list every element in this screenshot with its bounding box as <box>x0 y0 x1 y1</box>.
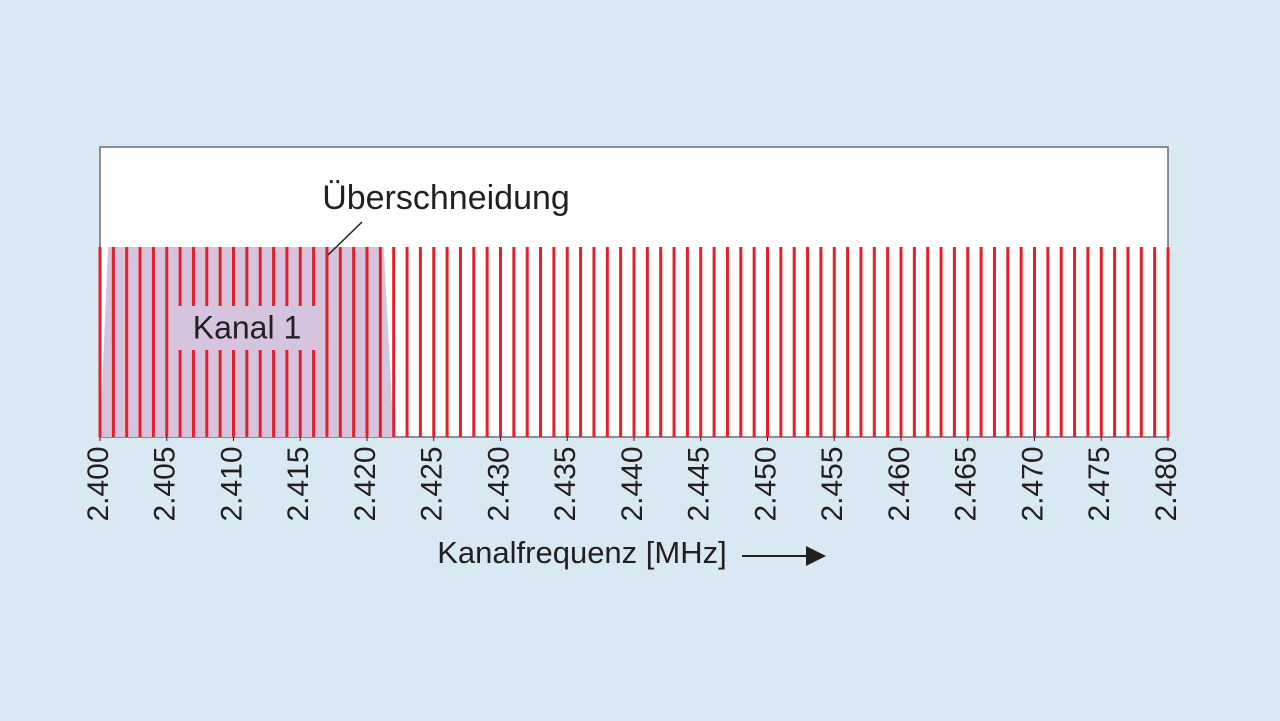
x-axis-label: Kanalfrequenz [MHz] <box>437 535 726 570</box>
x-tick-label: 2.465 <box>950 446 983 521</box>
x-tick-label: 2.475 <box>1083 446 1116 521</box>
x-tick-label: 2.430 <box>482 446 515 521</box>
x-tick-label: 2.400 <box>82 446 115 521</box>
x-tick-label: 2.455 <box>816 446 849 521</box>
x-tick-label: 2.445 <box>683 446 716 521</box>
x-tick-label: 2.470 <box>1016 446 1049 521</box>
x-tick-label: 2.480 <box>1150 446 1183 521</box>
annotation: Überschneidung <box>322 179 570 217</box>
axis-arrow-head <box>806 546 826 566</box>
x-tick-label: 2.420 <box>349 446 382 521</box>
channel-label: Kanal 1 <box>193 309 302 345</box>
channel-label-box <box>172 306 322 350</box>
x-tick-label: 2.450 <box>749 446 782 521</box>
x-tick-label: 2.435 <box>549 446 582 521</box>
x-tick-label: 2.415 <box>282 446 315 521</box>
x-tick-label: 2.425 <box>416 446 449 521</box>
leader-line <box>327 221 363 256</box>
x-tick-label: 2.410 <box>215 446 248 521</box>
x-tick-label: 2.440 <box>616 446 649 521</box>
x-tick-label: 2.405 <box>149 446 182 521</box>
x-tick-label: 2.460 <box>883 446 916 521</box>
